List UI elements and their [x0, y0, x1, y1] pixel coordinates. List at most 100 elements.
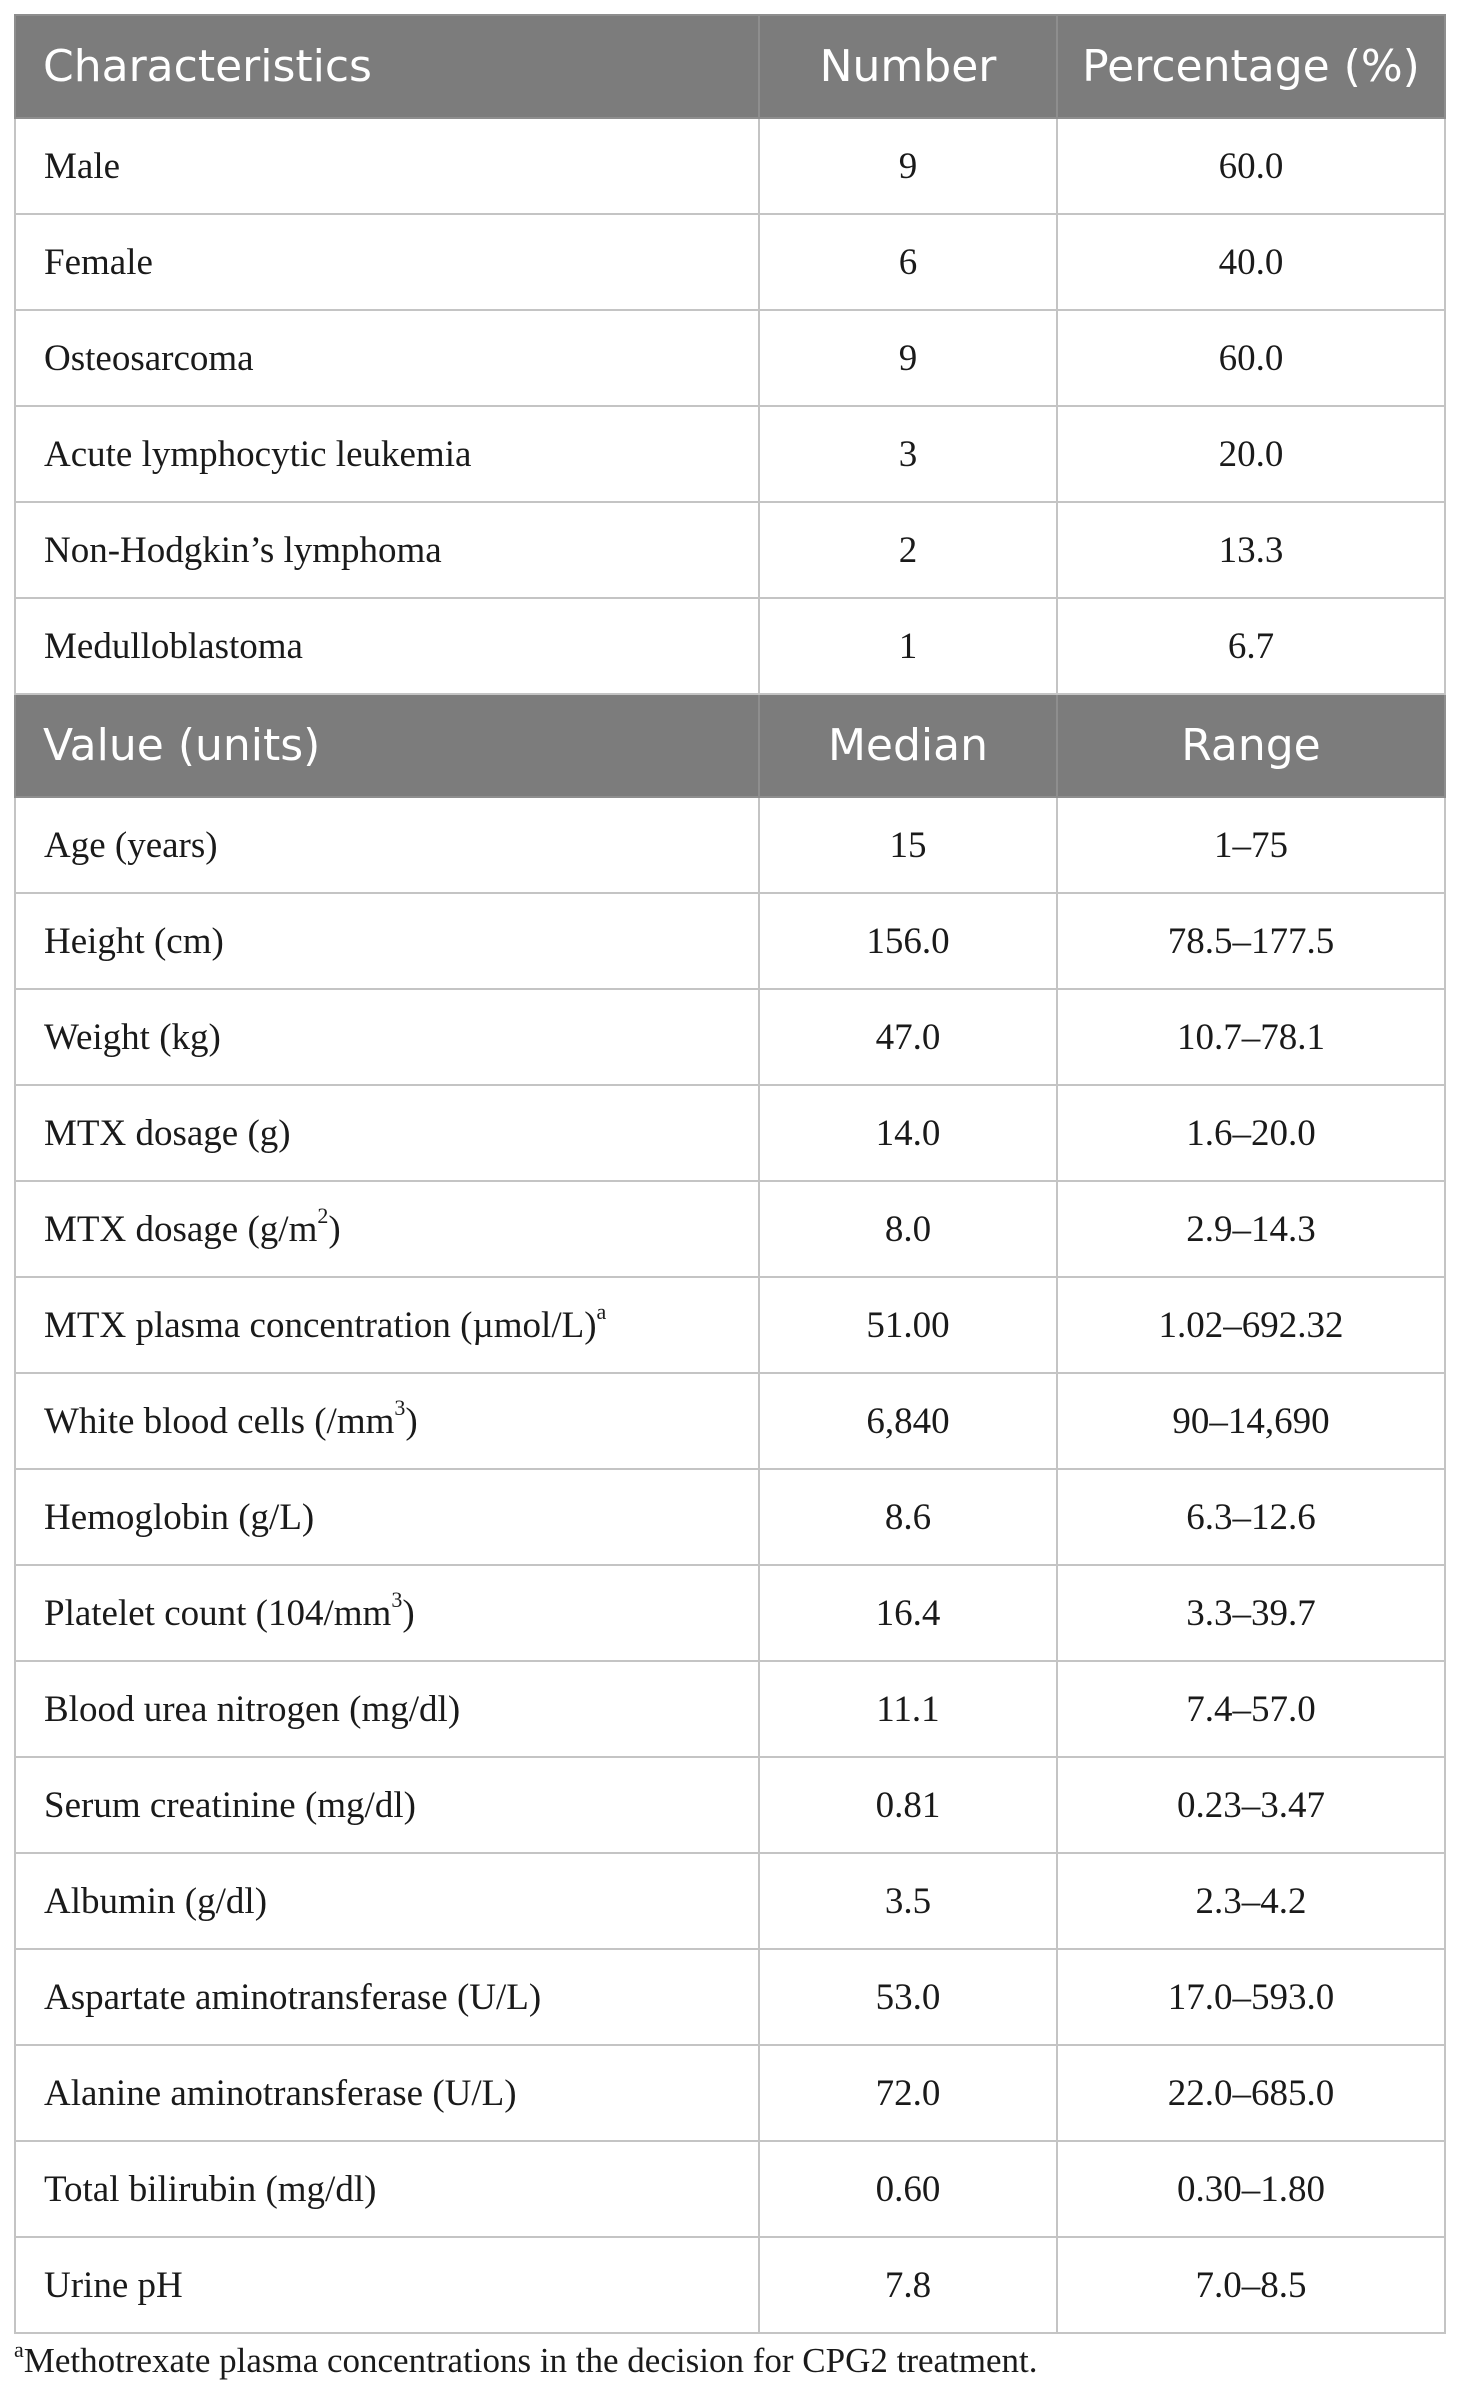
header-value-units: Value (units) — [14, 693, 760, 798]
values-body: Age (years) 15 1–75 Height (cm) 156.0 78.5–17… — [14, 796, 1446, 2334]
table-row: Weight (kg) 47.0 10.7–78.1 — [14, 988, 1446, 1086]
characteristic-percentage: 60.0 — [1056, 309, 1446, 407]
value-median: 53.0 — [758, 1948, 1058, 2046]
characteristic-label: Female — [14, 213, 760, 311]
table-row: Total bilirubin (mg/dl) 0.60 0.30–1.80 — [14, 2140, 1446, 2238]
table-row: Osteosarcoma 9 60.0 — [14, 309, 1446, 407]
table-row: Age (years) 15 1–75 — [14, 796, 1446, 894]
value-label-text: Blood urea nitrogen (mg/dl) — [44, 1688, 461, 1730]
value-range: 1–75 — [1056, 796, 1446, 894]
table-row: MTX dosage (g/m2) 8.0 2.9–14.3 — [14, 1180, 1446, 1278]
footnote-marker: a — [14, 2337, 24, 2363]
characteristic-percentage: 13.3 — [1056, 501, 1446, 599]
value-label-text: White blood cells (/mm — [44, 1400, 395, 1442]
value-label-suffix: ) — [328, 1208, 341, 1250]
value-range: 7.4–57.0 — [1056, 1660, 1446, 1758]
value-label-text: Age (years) — [44, 824, 218, 866]
table-row: Hemoglobin (g/L) 8.6 6.3–12.6 — [14, 1468, 1446, 1566]
value-median: 0.81 — [758, 1756, 1058, 1854]
value-label-text: MTX dosage (g/m — [44, 1208, 318, 1250]
value-range: 78.5–177.5 — [1056, 892, 1446, 990]
table-row: Aspartate aminotransferase (U/L) 53.0 17.0… — [14, 1948, 1446, 2046]
value-label: Height (cm) — [14, 892, 760, 990]
value-median: 16.4 — [758, 1564, 1058, 1662]
value-label-text: Hemoglobin (g/L) — [44, 1496, 315, 1538]
header-number: Number — [758, 14, 1058, 119]
value-label: MTX dosage (g) — [14, 1084, 760, 1182]
value-median: 14.0 — [758, 1084, 1058, 1182]
value-label: Serum creatinine (mg/dl) — [14, 1756, 760, 1854]
header-median: Median — [758, 693, 1058, 798]
value-label-text: MTX plasma concentration (µmol/L) — [44, 1304, 597, 1346]
value-label-superscript: 3 — [391, 1587, 403, 1613]
value-median: 11.1 — [758, 1660, 1058, 1758]
table-footnote: aMethotrexate plasma concentrations in t… — [14, 2339, 1038, 2381]
value-label-text: Alanine aminotransferase (U/L) — [44, 2072, 517, 2114]
value-median: 156.0 — [758, 892, 1058, 990]
value-label: Age (years) — [14, 796, 760, 894]
table-row: Male 9 60.0 — [14, 117, 1446, 215]
footnote-text: Methotrexate plasma concentrations in th… — [23, 2341, 1038, 2380]
value-label-text: Total bilirubin (mg/dl) — [44, 2168, 377, 2210]
value-label: Weight (kg) — [14, 988, 760, 1086]
characteristics-body: Male 9 60.0 Female 6 40.0 Osteosarcoma 9 60.0 Acu… — [14, 117, 1446, 695]
characteristic-percentage: 60.0 — [1056, 117, 1446, 215]
header-row-characteristics: Characteristics Number Percentage (%) — [14, 14, 1446, 119]
characteristic-label: Medulloblastoma — [14, 597, 760, 695]
characteristic-percentage: 20.0 — [1056, 405, 1446, 503]
value-label: Albumin (g/dl) — [14, 1852, 760, 1950]
table-row: MTX plasma concentration (µmol/L)a 51.00 1… — [14, 1276, 1446, 1374]
value-label-suffix: ) — [402, 1592, 415, 1634]
value-range: 22.0–685.0 — [1056, 2044, 1446, 2142]
value-label-superscript: 2 — [317, 1203, 329, 1229]
value-range: 1.02–692.32 — [1056, 1276, 1446, 1374]
value-range: 2.9–14.3 — [1056, 1180, 1446, 1278]
value-label: Aspartate aminotransferase (U/L) — [14, 1948, 760, 2046]
table-row: Height (cm) 156.0 78.5–177.5 — [14, 892, 1446, 990]
value-label: Blood urea nitrogen (mg/dl) — [14, 1660, 760, 1758]
characteristic-label: Male — [14, 117, 760, 215]
table-row: Serum creatinine (mg/dl) 0.81 0.23–3.47 — [14, 1756, 1446, 1854]
value-median: 72.0 — [758, 2044, 1058, 2142]
value-range: 0.30–1.80 — [1056, 2140, 1446, 2238]
value-median: 8.6 — [758, 1468, 1058, 1566]
characteristic-number: 9 — [758, 309, 1058, 407]
table-row: Urine pH 7.8 7.0–8.5 — [14, 2236, 1446, 2334]
value-label-text: Albumin (g/dl) — [44, 1880, 268, 1922]
table-row: Acute lymphocytic leukemia 3 20.0 — [14, 405, 1446, 503]
value-label: MTX plasma concentration (µmol/L)a — [14, 1276, 760, 1374]
value-median: 51.00 — [758, 1276, 1058, 1374]
characteristic-percentage: 6.7 — [1056, 597, 1446, 695]
value-range: 10.7–78.1 — [1056, 988, 1446, 1086]
header-row-values: Value (units) Median Range — [14, 693, 1446, 798]
header-characteristics: Characteristics — [14, 14, 760, 119]
value-label: Urine pH — [14, 2236, 760, 2334]
value-median: 8.0 — [758, 1180, 1058, 1278]
value-median: 7.8 — [758, 2236, 1058, 2334]
characteristic-number: 3 — [758, 405, 1058, 503]
characteristic-label: Non-Hodgkin’s lymphoma — [14, 501, 760, 599]
characteristic-label: Osteosarcoma — [14, 309, 760, 407]
value-median: 0.60 — [758, 2140, 1058, 2238]
value-label: Hemoglobin (g/L) — [14, 1468, 760, 1566]
values-header-body: Value (units) Median Range — [14, 693, 1446, 798]
value-range: 6.3–12.6 — [1056, 1468, 1446, 1566]
table-row: White blood cells (/mm3) 6,840 90–14,690 — [14, 1372, 1446, 1470]
value-label-text: Weight (kg) — [44, 1016, 221, 1058]
patient-characteristics-table: Characteristics Number Percentage (%) Ma… — [14, 14, 1446, 2334]
table-row: Platelet count (104/mm3) 16.4 3.3–39.7 — [14, 1564, 1446, 1662]
table-row: MTX dosage (g) 14.0 1.6–20.0 — [14, 1084, 1446, 1182]
value-range: 3.3–39.7 — [1056, 1564, 1446, 1662]
value-label-text: MTX dosage (g) — [44, 1112, 291, 1154]
value-median: 47.0 — [758, 988, 1058, 1086]
value-range: 7.0–8.5 — [1056, 2236, 1446, 2334]
characteristic-number: 1 — [758, 597, 1058, 695]
characteristic-number: 9 — [758, 117, 1058, 215]
value-label-superscript: a — [596, 1299, 607, 1325]
value-label: White blood cells (/mm3) — [14, 1372, 760, 1470]
value-range: 1.6–20.0 — [1056, 1084, 1446, 1182]
value-median: 3.5 — [758, 1852, 1058, 1950]
table-row: Medulloblastoma 1 6.7 — [14, 597, 1446, 695]
characteristic-label: Acute lymphocytic leukemia — [14, 405, 760, 503]
table-row: Alanine aminotransferase (U/L) 72.0 22.0–6… — [14, 2044, 1446, 2142]
